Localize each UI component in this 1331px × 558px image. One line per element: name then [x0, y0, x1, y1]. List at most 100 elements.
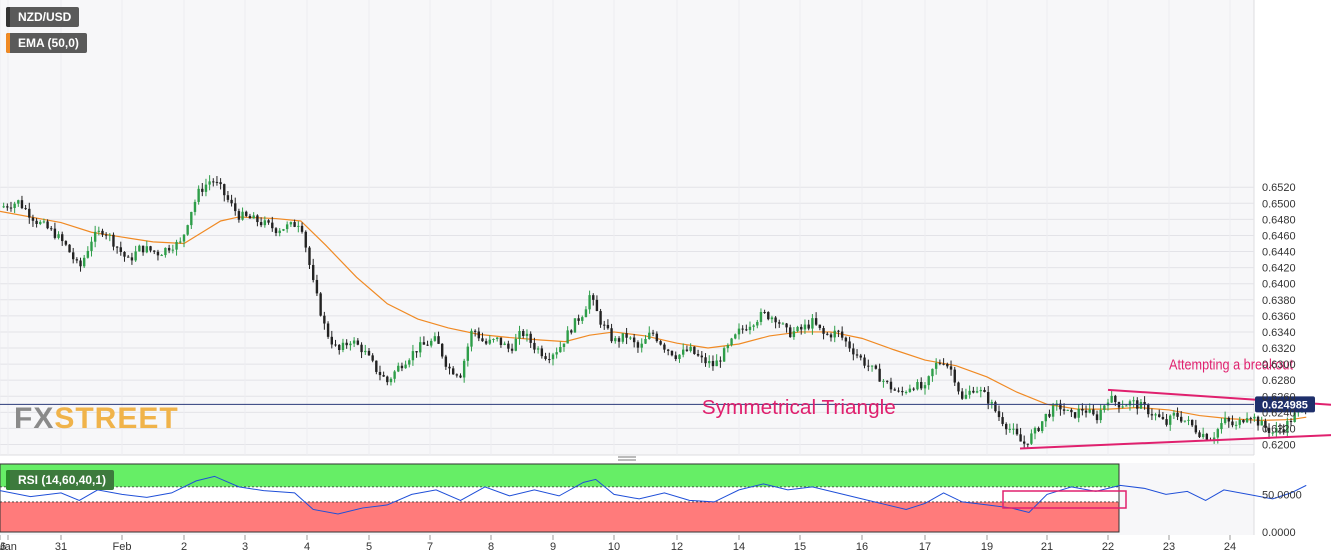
- candle-body: [678, 354, 681, 360]
- candle-body: [625, 333, 628, 338]
- y-tick-label: 0.6200: [1262, 440, 1296, 452]
- candle-body: [127, 256, 130, 258]
- candle-body: [938, 362, 942, 364]
- candle-body: [345, 342, 348, 346]
- candle-body: [248, 215, 252, 219]
- candle-body: [840, 331, 844, 338]
- candle-body: [419, 342, 422, 353]
- candle-body: [848, 341, 851, 349]
- candle-body: [57, 234, 60, 238]
- candle-body: [745, 329, 748, 331]
- candle-body: [1077, 408, 1080, 418]
- candle-body: [893, 389, 896, 391]
- candle-body: [1234, 424, 1238, 426]
- candle-body: [822, 328, 825, 334]
- candle-body: [312, 264, 315, 280]
- candle-body: [408, 360, 411, 365]
- candle-body: [644, 338, 647, 344]
- candle-body: [1223, 417, 1227, 424]
- candle-body: [708, 361, 711, 364]
- candle-body: [208, 181, 211, 185]
- candle-body: [837, 330, 840, 332]
- candle-body: [551, 354, 555, 360]
- candle-body: [219, 182, 222, 185]
- candle-body: [330, 336, 333, 345]
- rsi-highlight-box: [1002, 490, 1127, 509]
- candle-body: [972, 390, 975, 393]
- candle-body: [212, 181, 215, 183]
- candle-body: [507, 343, 510, 349]
- candle-body: [975, 391, 979, 393]
- triangle-lower-trendline[interactable]: [1019, 428, 1331, 450]
- candle-body: [179, 241, 182, 243]
- candle-body: [112, 234, 115, 247]
- y-tick-label: 0.6340: [1262, 327, 1296, 339]
- candle-body: [455, 374, 459, 376]
- candle-body: [730, 338, 733, 346]
- candle-body: [267, 220, 270, 223]
- candle-body: [141, 245, 145, 253]
- candle-body: [1121, 406, 1124, 408]
- candle-body: [404, 364, 407, 369]
- ema-indicator-label[interactable]: EMA (50,0): [6, 33, 87, 53]
- candle-body: [241, 211, 244, 220]
- candle-body: [138, 245, 141, 252]
- ema-label-text: EMA (50,0): [18, 36, 79, 50]
- candle-body: [24, 208, 27, 210]
- candle-body: [186, 225, 189, 235]
- candle-body: [789, 327, 792, 338]
- candle-body: [908, 388, 912, 392]
- candle-body: [171, 249, 175, 251]
- symbol-label[interactable]: NZD/USD: [6, 7, 80, 27]
- candle-body: [473, 330, 477, 332]
- rsi-label-text: RSI (14,60,40,1): [18, 473, 107, 487]
- candle-body: [285, 224, 289, 230]
- candle-body: [927, 376, 930, 386]
- candle-body: [1103, 405, 1106, 410]
- candle-body: [484, 341, 488, 344]
- rsi-indicator-label[interactable]: RSI (14,60,40,1): [6, 470, 115, 490]
- candle-body: [197, 188, 200, 202]
- candle-body: [1282, 429, 1285, 433]
- candle-body: [529, 333, 532, 343]
- candle-body: [599, 311, 602, 325]
- candle-body: [912, 388, 915, 390]
- candle-body: [93, 231, 97, 242]
- candle-body: [1110, 395, 1113, 403]
- candle-body: [800, 326, 803, 330]
- candle-body: [35, 220, 38, 224]
- candle-body: [175, 241, 178, 250]
- candle-body: [510, 348, 514, 351]
- candle-body: [573, 318, 577, 333]
- candle-body: [496, 337, 499, 339]
- y-tick-label: 0.6360: [1262, 311, 1296, 323]
- candle-body: [901, 391, 904, 393]
- candle-body: [437, 336, 440, 344]
- candle-body: [61, 234, 64, 242]
- candle-body: [1231, 421, 1234, 426]
- rsi-zone-border: [0, 463, 1120, 533]
- candle-body: [1293, 412, 1296, 423]
- x-tick-label: 5: [366, 541, 372, 553]
- candle-body: [104, 234, 108, 236]
- candle-body: [1187, 419, 1190, 421]
- candle-body: [1201, 433, 1205, 438]
- candle-body: [1180, 416, 1183, 422]
- candle-body: [636, 342, 640, 348]
- candle-body: [566, 330, 569, 344]
- candle-body: [1172, 412, 1176, 416]
- x-tick-label: 26: [0, 541, 6, 553]
- x-tick-label: 8: [488, 541, 494, 553]
- candle-body: [20, 200, 24, 209]
- panel-resize-handle[interactable]: [618, 456, 636, 461]
- candle-body: [997, 411, 1001, 418]
- candle-body: [968, 390, 971, 395]
- candle-body: [304, 231, 307, 248]
- candle-body: [983, 389, 986, 392]
- candle-body: [1081, 408, 1084, 411]
- candle-body: [1084, 410, 1088, 413]
- candle-body: [356, 340, 360, 345]
- candle-body: [300, 225, 304, 232]
- candle-body: [1169, 415, 1172, 425]
